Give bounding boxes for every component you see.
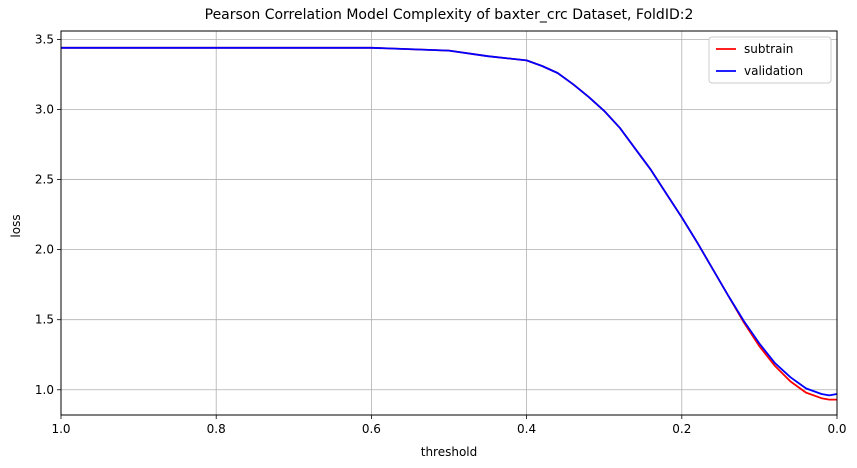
plot-frame — [60, 30, 838, 416]
x-axis-ticks: 1.0 0.8 0.6 0.4 0.2 0.0 — [51, 415, 847, 436]
x-tick-label: 1.0 — [51, 422, 70, 436]
y-tick-label: 3.5 — [35, 32, 54, 46]
y-axis-ticks: 1.0 1.5 2.0 2.5 3.0 3.5 — [35, 32, 61, 397]
y-tick-label: 2.0 — [35, 243, 54, 257]
y-tick-label: 1.0 — [35, 383, 54, 397]
x-tick-label: 0.0 — [827, 422, 846, 436]
x-tick-label: 0.4 — [517, 422, 536, 436]
x-tick-label: 0.8 — [207, 422, 226, 436]
legend-label-subtrain: subtrain — [744, 42, 793, 56]
x-axis-label: threshold — [421, 445, 478, 459]
y-tick-label: 1.5 — [35, 313, 54, 327]
x-tick-label: 0.6 — [362, 422, 381, 436]
y-axis-label: loss — [9, 214, 23, 237]
y-tick-label: 3.0 — [35, 102, 54, 116]
legend: subtrain validation — [708, 36, 832, 84]
x-tick-label: 0.2 — [672, 422, 691, 436]
series-line-validation — [61, 46, 838, 397]
series-layer — [61, 46, 838, 401]
legend-box — [708, 36, 832, 84]
series-line-subtrain — [61, 46, 837, 401]
y-tick-label: 2.5 — [35, 173, 54, 187]
legend-label-validation: validation — [744, 64, 803, 78]
grid-lines — [60, 31, 838, 415]
chart-title: Pearson Correlation Model Complexity of … — [205, 7, 694, 23]
